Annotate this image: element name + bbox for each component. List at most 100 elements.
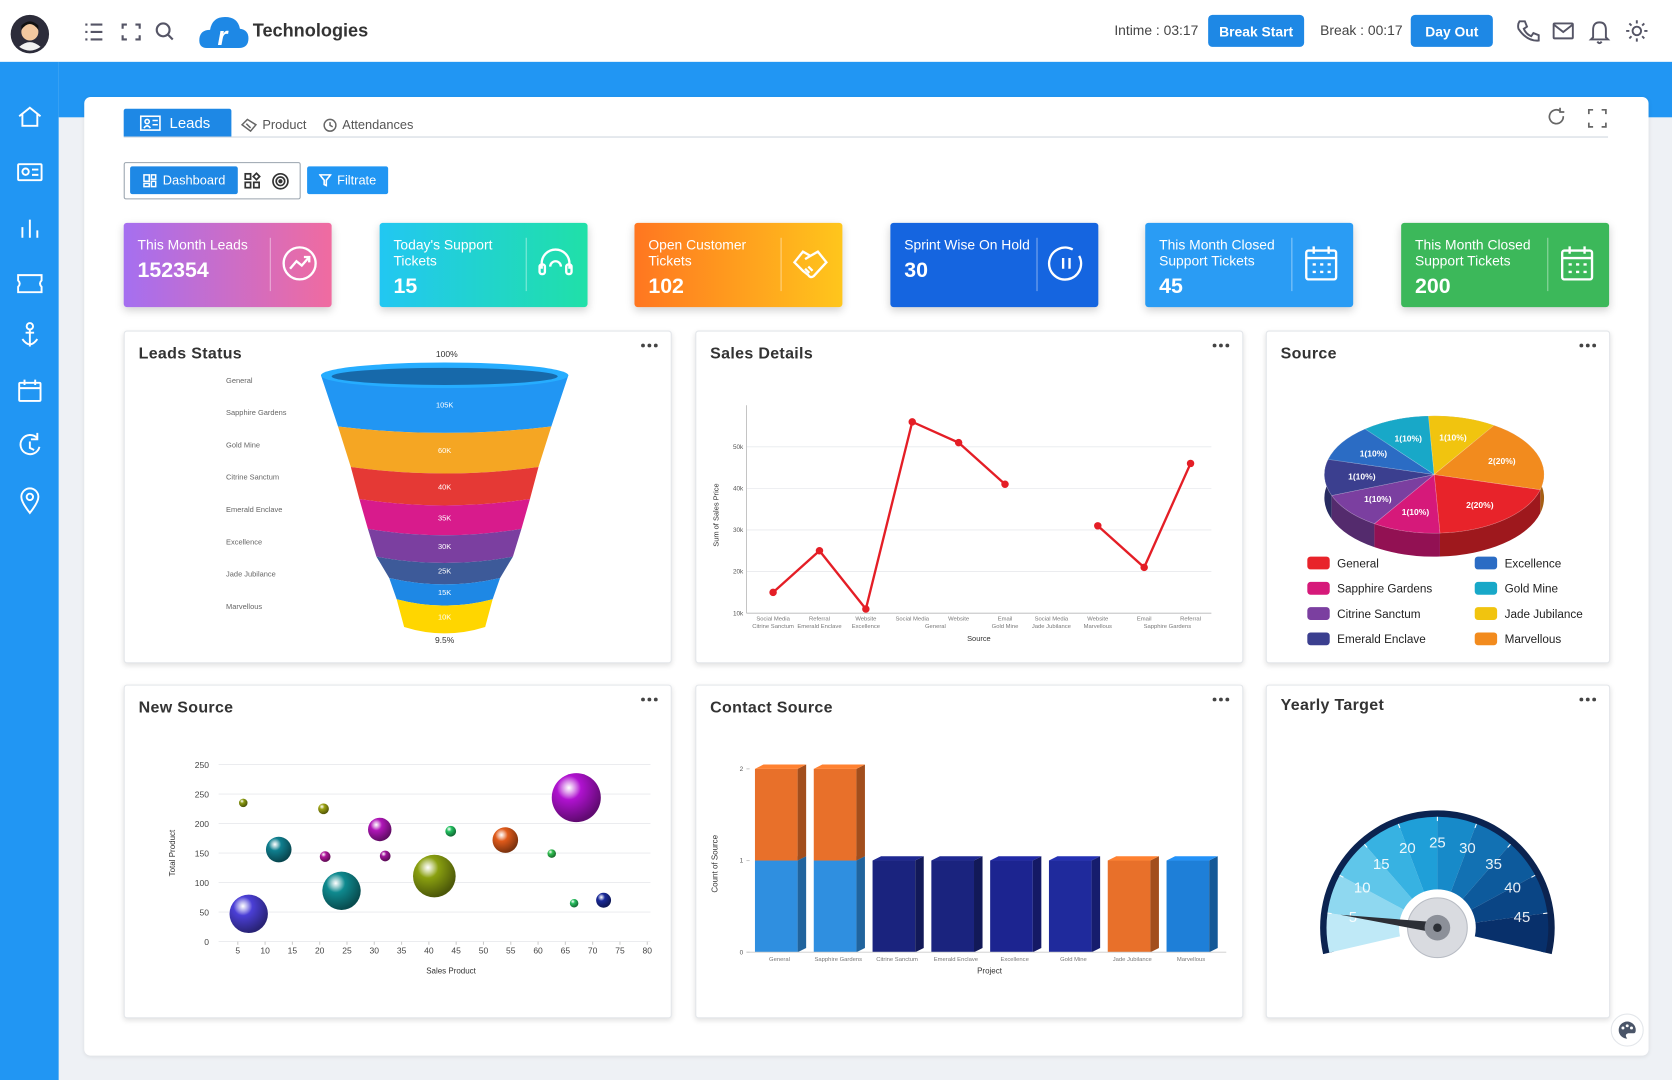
line-point <box>1094 522 1102 530</box>
header-actions[interactable] <box>1514 18 1653 46</box>
funnel-segment <box>396 599 493 634</box>
x-group-label: Excellence <box>852 624 880 630</box>
bar-segment-top <box>1048 856 1101 861</box>
tab-product[interactable]: Product <box>240 117 307 133</box>
card-divider <box>1291 237 1293 292</box>
line-point <box>1001 480 1009 488</box>
card-icon <box>1305 246 1338 281</box>
card-title: Today's Support Tickets <box>393 236 493 269</box>
gauge-band <box>1364 823 1424 899</box>
kpi-card[interactable]: This Month Closed Support Tickets 45 <box>1145 222 1354 308</box>
kpi-card[interactable]: Open Customer Tickets 102 <box>634 222 843 308</box>
legend-swatch <box>1474 556 1498 570</box>
pie-value-label: 1(10%) <box>1395 434 1423 444</box>
kpi-card[interactable]: This Month Closed Support Tickets 200 <box>1401 222 1610 308</box>
pie-value-label: 2(20%) <box>1488 456 1516 466</box>
funnel-segment <box>389 577 501 606</box>
bar-segment <box>931 860 975 953</box>
legend-label: Citrine Sanctum <box>1337 608 1420 621</box>
legend-swatch <box>1474 581 1498 595</box>
x-group-label: Jade Jubilance <box>1032 624 1071 630</box>
x-tick-label: Social Media <box>1035 617 1069 623</box>
bar-segment-side <box>1091 856 1101 953</box>
card-value: 45 <box>1159 275 1183 299</box>
pie-slice-side <box>1374 523 1440 557</box>
card-icon <box>792 250 828 279</box>
more-menu[interactable] <box>1212 342 1230 348</box>
chart-panel: New Source <box>123 684 672 1019</box>
bubble <box>569 898 579 908</box>
card-divider <box>269 237 271 292</box>
day-out-button[interactable]: Day Out <box>1410 14 1493 47</box>
gauge-tick <box>1397 823 1401 829</box>
x-tick-label: Jade Jubilance <box>1113 957 1152 963</box>
bar-segment <box>1048 860 1092 953</box>
avatar[interactable] <box>10 14 51 55</box>
bar-segment-side <box>1209 856 1218 953</box>
funnel-value-label: 10K <box>438 613 451 622</box>
line-point <box>954 438 963 447</box>
x-tick-label: 55 <box>506 945 516 955</box>
sidebar-icons[interactable] <box>14 102 46 518</box>
brand: Technologies <box>252 20 369 41</box>
tab-label: Leads <box>169 114 211 132</box>
gauge-tick-label: 5 <box>1349 909 1357 926</box>
kpi-card[interactable]: Today's Support Tickets 15 <box>379 222 588 308</box>
gauge-tick-label: 25 <box>1429 835 1446 852</box>
x-group-label: Gold Mine <box>992 624 1019 630</box>
y-tick-label: 50 <box>200 907 210 917</box>
more-menu[interactable] <box>1579 342 1597 348</box>
bubble <box>322 871 361 911</box>
bar-segment <box>813 860 857 953</box>
gauge-tick <box>1474 823 1477 829</box>
card-value: 152354 <box>137 259 209 283</box>
card-title: Sprint Wise On Hold <box>904 236 1030 253</box>
gauge-band <box>1471 875 1548 923</box>
funnel-segment <box>367 528 522 564</box>
header-tools[interactable] <box>83 20 179 43</box>
more-menu[interactable] <box>1212 696 1230 702</box>
gauge-band <box>1327 875 1404 923</box>
tab-attendances[interactable]: Attendances <box>323 117 413 132</box>
view-icons[interactable] <box>243 172 291 191</box>
card-value: 200 <box>1415 275 1451 299</box>
filter-button[interactable]: Filtrate <box>307 166 389 195</box>
legend-swatch <box>1307 556 1330 570</box>
y-tick-label: 0 <box>204 937 209 947</box>
x-axis-title: Sales Product <box>426 967 476 976</box>
bubble <box>318 803 329 815</box>
bar-segment-top <box>931 856 983 861</box>
legend-label: Excellence <box>1505 557 1562 570</box>
dashboard-button[interactable]: Dashboard <box>130 166 238 195</box>
tab-leads[interactable]: Leads <box>123 108 232 137</box>
kpi-card[interactable]: Sprint Wise On Hold 30 <box>890 222 1099 308</box>
more-menu[interactable] <box>641 696 658 702</box>
card-value: 30 <box>904 259 928 283</box>
funnel-category-label: Excellence <box>226 537 262 546</box>
panel-tools[interactable] <box>1546 107 1610 130</box>
panel-title: Leads Status <box>138 344 243 363</box>
x-tick-label: 50 <box>479 945 489 955</box>
kpi-card[interactable]: This Month Leads 152354 <box>123 222 332 308</box>
pie-slice-side <box>1331 495 1375 548</box>
break-start-button[interactable]: Break Start <box>1208 14 1305 47</box>
panel-title: Yearly Target <box>1280 696 1385 715</box>
theme-button[interactable] <box>1610 1013 1644 1047</box>
more-menu[interactable] <box>641 342 658 348</box>
x-group-label: General <box>925 624 946 630</box>
gauge-hub-center <box>1433 923 1442 932</box>
x-tick-label: 20 <box>315 945 325 955</box>
x-tick-label: Social Media <box>895 617 929 623</box>
more-menu[interactable] <box>1579 696 1597 702</box>
x-tick-label: Website <box>948 617 969 623</box>
tab-label: Product <box>262 117 307 133</box>
pie-slice <box>1331 474 1435 525</box>
y-tick-label: 1 <box>740 858 744 865</box>
y-axis-title: Sum of Sales Price <box>712 483 721 546</box>
legend-label: Jade Jubilance <box>1505 608 1583 621</box>
gauge-band <box>1462 844 1536 910</box>
x-tick-label: 30 <box>370 945 380 955</box>
x-tick-label: Email <box>998 617 1013 623</box>
y-tick-label: 50k <box>733 444 744 451</box>
